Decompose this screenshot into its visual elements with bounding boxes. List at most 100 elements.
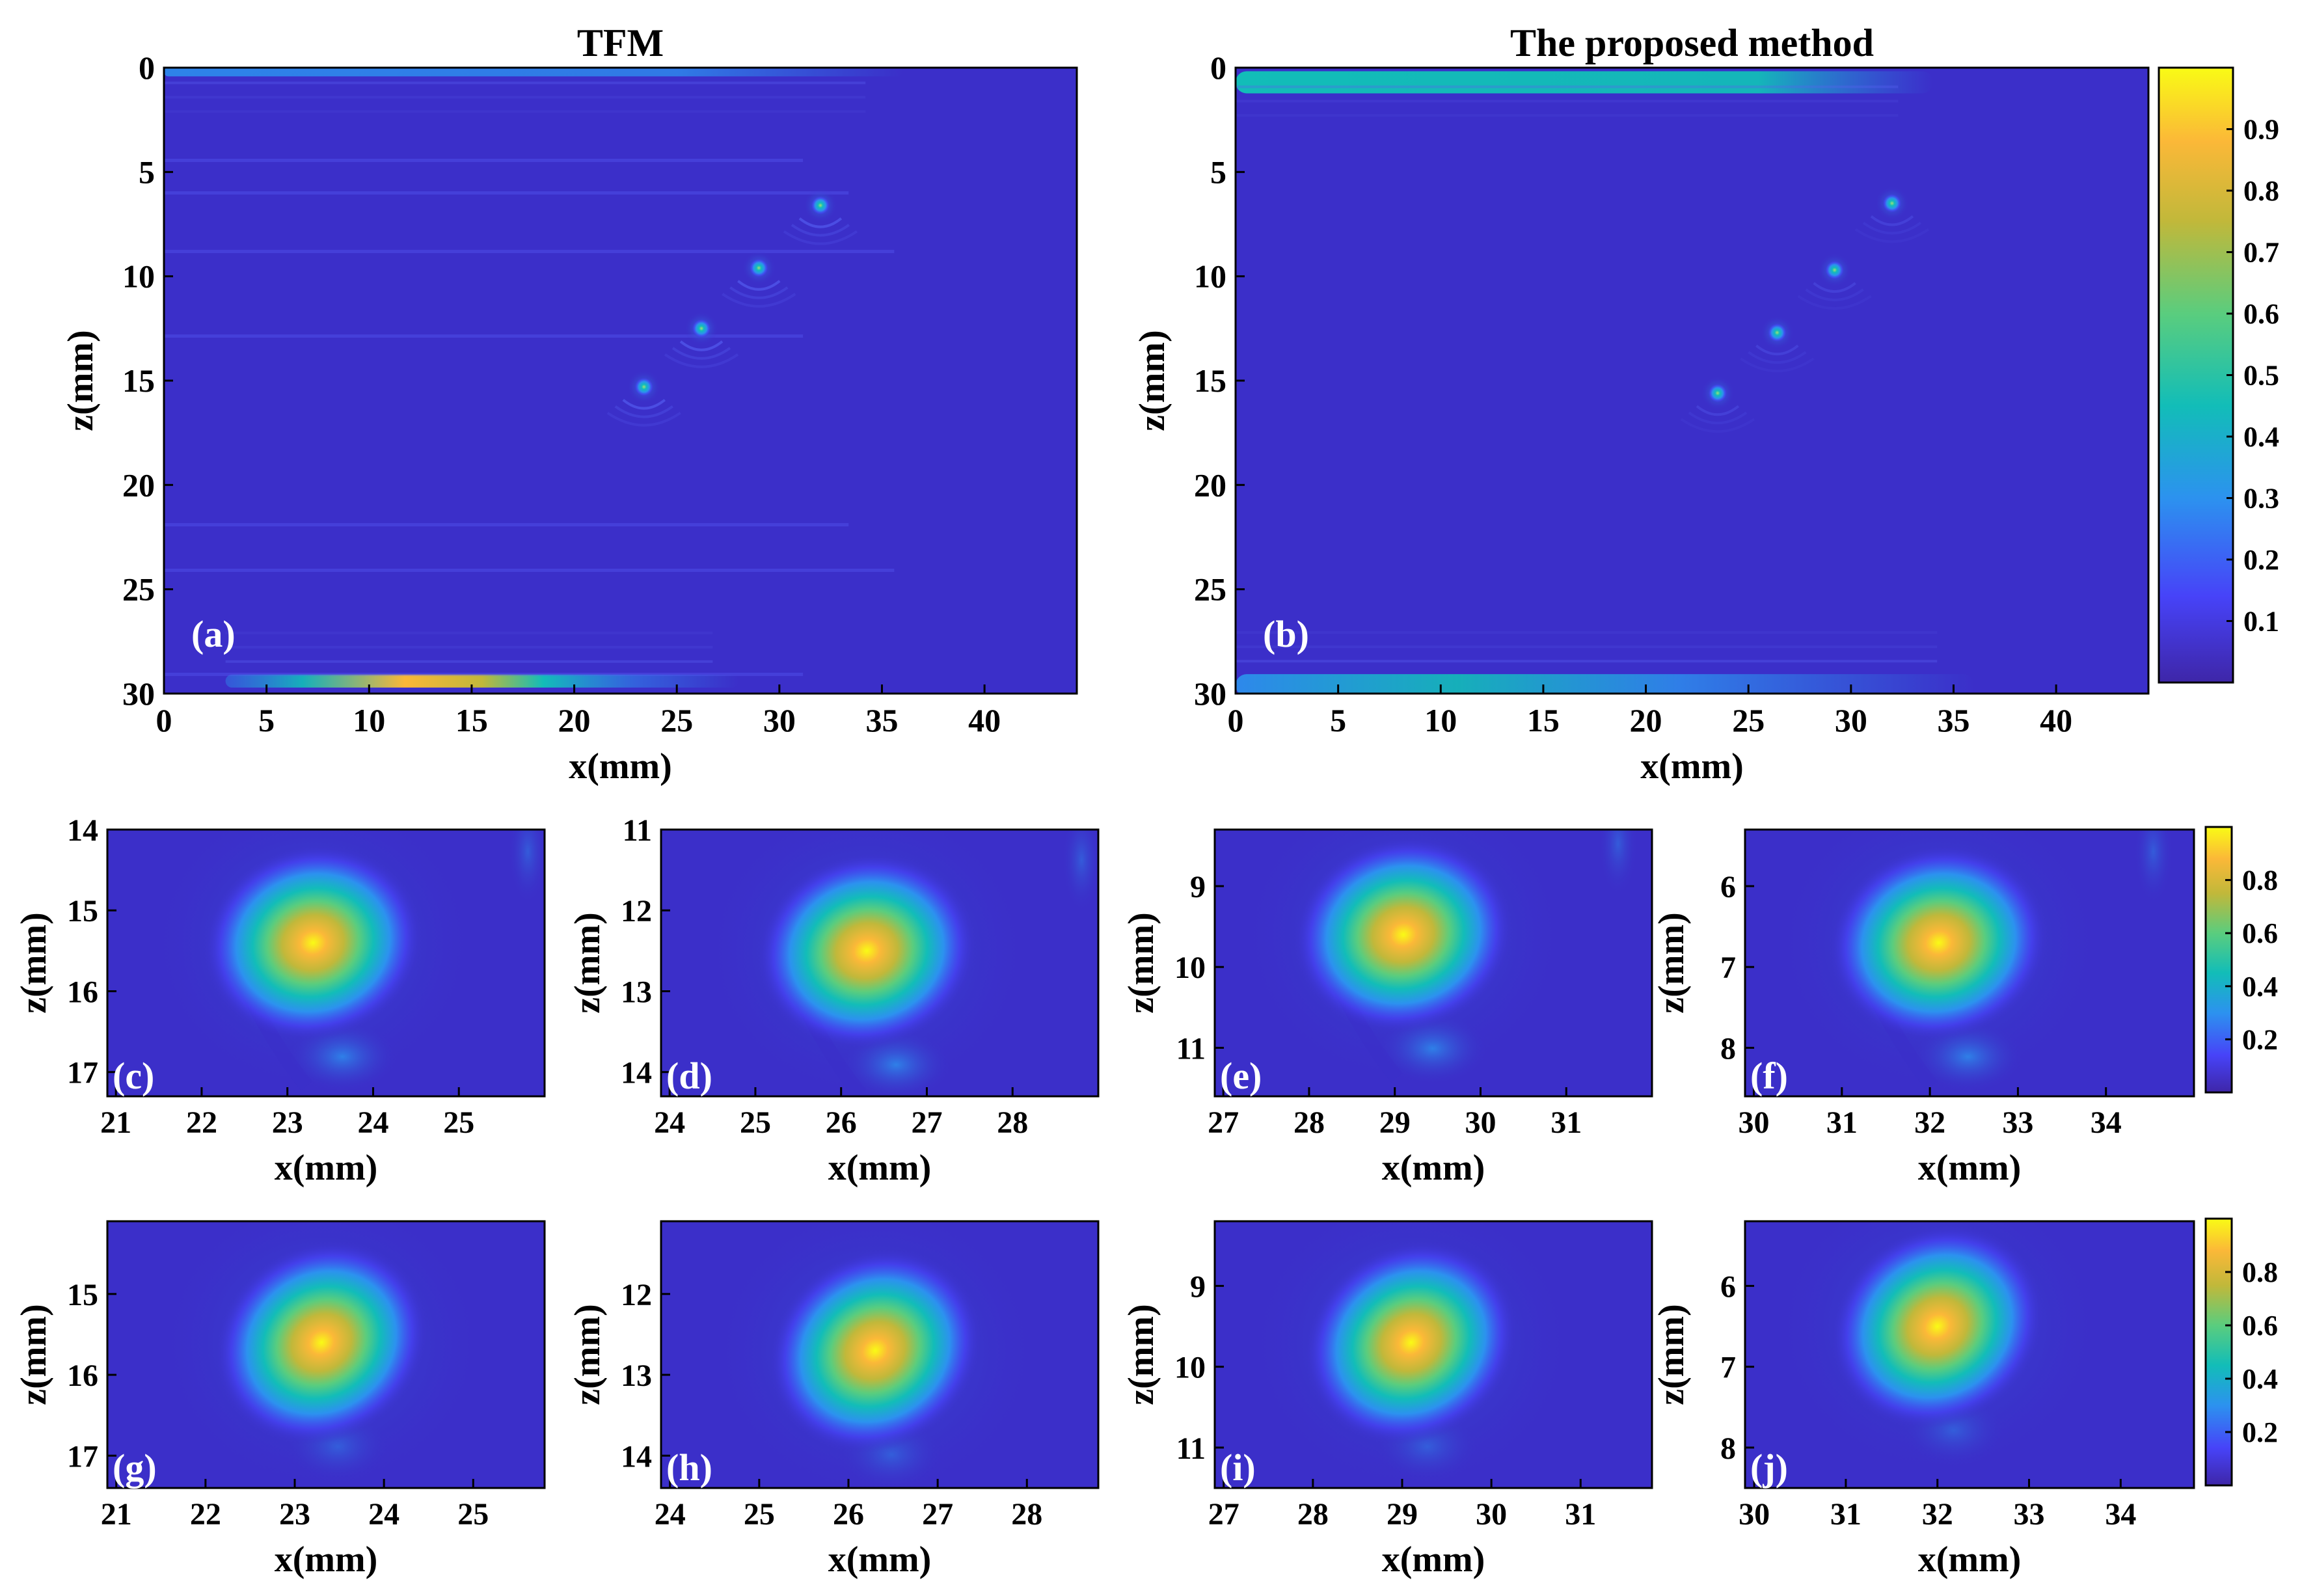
scatter-arc — [722, 293, 796, 308]
y-tick-label: 8 — [1720, 1031, 1736, 1066]
defect-point — [749, 258, 769, 278]
scatter-arc — [1680, 418, 1755, 433]
defect-point — [692, 318, 712, 338]
scatter-arc — [1748, 351, 1807, 364]
panel-a: 0 5 10 15 20 25 30 35 40 0 5 10 15 20 25 30 x(mm) z(mm) TF… — [61, 21, 1078, 787]
peak-spot — [1828, 844, 2049, 1042]
panel-h: 24 25 26 27 28 12 13 14 x(mm) z(mm) (h) — [567, 1220, 1100, 1580]
colorbar-f: 0.2 0.4 0.6 0.8 — [2204, 826, 2278, 1094]
colorbar-tick-label: 0.9 — [2243, 114, 2279, 146]
band-stripe — [164, 81, 866, 85]
y-tick-label: 10 — [122, 258, 155, 295]
panel-g: 21 22 23 24 25 15 16 17 x(mm) z(mm) (g) — [14, 1220, 546, 1580]
y-tick-label: 15 — [67, 894, 98, 928]
peak-spot — [1305, 1240, 1518, 1445]
peak-spot — [768, 1248, 982, 1453]
y-axis-label: z(mm) — [14, 912, 54, 1013]
defect-point — [634, 377, 654, 397]
x-tick-label: 25 — [443, 1105, 474, 1140]
scatter-arc — [679, 340, 724, 351]
panel-j: 30 31 32 33 34 6 7 8 x(mm) z(mm) (j) 0.2 0.4 0.6 0.8 — [1651, 1217, 2278, 1580]
x-tick-label: 21 — [100, 1105, 131, 1140]
y-tick-label: 13 — [621, 1359, 652, 1393]
axes-frame — [1744, 828, 2195, 1098]
x-tick-label: 21 — [101, 1497, 132, 1532]
y-tick-label: 5 — [1210, 154, 1226, 190]
panel-label: (e) — [1220, 1055, 1262, 1097]
x-tick-label: 28 — [1011, 1497, 1042, 1532]
x-tick-label: 20 — [558, 702, 591, 738]
band-stripe — [225, 660, 713, 663]
y-tick-label: 10 — [1174, 951, 1206, 985]
y-axis-label: z(mm) — [1121, 912, 1161, 1013]
texture-stripe — [164, 523, 849, 526]
y-tick-label: 9 — [1190, 1269, 1206, 1304]
colorbar-tick-label: 0.4 — [2242, 971, 2278, 1003]
panel-label: (h) — [666, 1446, 712, 1489]
heatmap-i — [1215, 1221, 1652, 1488]
x-tick-label: 0 — [156, 702, 172, 738]
scatter-arc — [729, 286, 789, 299]
defect-point — [1767, 323, 1787, 343]
heatmap-e — [1215, 830, 1652, 1096]
defect-point — [810, 195, 830, 215]
colorbar-tick-label: 0.2 — [2243, 544, 2279, 576]
x-tick-label: 30 — [1476, 1497, 1507, 1532]
y-tick-label: 14 — [621, 1056, 652, 1090]
scatter-arc — [1755, 344, 1799, 356]
band-stripe — [225, 645, 713, 649]
x-tick-label: 29 — [1387, 1497, 1418, 1532]
y-tick-label: 30 — [1194, 675, 1226, 712]
colorbar-tick-label: 0.4 — [2243, 421, 2279, 453]
colorbar-j: 0.2 0.4 0.6 0.8 — [2204, 1217, 2278, 1487]
band-stripe — [225, 631, 713, 634]
heatmap-background — [1236, 68, 2148, 694]
y-axis-label: z(mm) — [1651, 912, 1692, 1013]
peak-spot — [1293, 836, 1513, 1033]
x-tick-label: 24 — [368, 1497, 399, 1532]
axes-frame — [106, 1220, 546, 1489]
y-tick-label: 20 — [1194, 467, 1226, 503]
y-tick-label: 25 — [1194, 571, 1226, 608]
panel-label: (a) — [191, 613, 236, 655]
x-tick-label: 25 — [1732, 702, 1765, 738]
panel-e: 27 28 29 30 31 9 10 11 x(mm) z(mm) (e) — [1121, 828, 1653, 1188]
x-axis-label: x(mm) — [1382, 1148, 1485, 1188]
artifact-lobe — [2133, 830, 2173, 904]
x-axis-label: x(mm) — [1640, 746, 1744, 787]
x-tick-label: 27 — [911, 1105, 942, 1140]
y-tick-label: 16 — [67, 1359, 98, 1393]
y-tick-label: 17 — [67, 1056, 98, 1090]
panel-d: 24 25 26 27 28 11 12 13 14 x(mm) z(mm) (d) — [567, 813, 1100, 1188]
x-tick-label: 27 — [1208, 1497, 1239, 1532]
scatter-arc — [1696, 405, 1740, 416]
x-tick-label: 31 — [1550, 1105, 1582, 1140]
x-tick-label: 35 — [1937, 702, 1970, 738]
x-tick-label: 15 — [455, 702, 488, 738]
panel-b: 0 5 10 15 20 25 30 35 40 0 5 10 15 20 25 30 x(mm) z(mm) Th… — [1132, 21, 2279, 787]
y-axis-label: z(mm) — [14, 1304, 54, 1405]
x-tick-label: 33 — [2002, 1105, 2033, 1140]
colorbar-tick-label: 0.7 — [2243, 237, 2279, 269]
colorbar-gradient — [2158, 66, 2234, 684]
axes-frame — [1213, 1220, 1653, 1489]
panel-label: (j) — [1750, 1446, 1788, 1489]
heatmap-background — [164, 68, 1077, 694]
x-tick-label: 28 — [1297, 1497, 1329, 1532]
defect-point — [1882, 193, 1902, 213]
x-tick-label: 30 — [1739, 1105, 1770, 1140]
heatmap-h — [661, 1221, 1098, 1488]
x-tick-label: 29 — [1379, 1105, 1411, 1140]
y-tick-label: 15 — [1194, 362, 1226, 399]
x-tick-label: 15 — [1527, 702, 1560, 738]
x-tick-label: 23 — [272, 1105, 303, 1140]
peak-spot — [757, 852, 977, 1049]
y-tick-label: 10 — [1174, 1351, 1206, 1385]
panel-c: 21 22 23 24 25 14 15 16 17 x(mm) z(mm) (c) — [14, 813, 546, 1188]
reflection-band — [1236, 71, 1933, 94]
x-tick-label: 31 — [1826, 1105, 1858, 1140]
panel-label: (d) — [666, 1055, 712, 1097]
x-tick-label: 26 — [826, 1105, 857, 1140]
y-tick-label: 17 — [67, 1439, 98, 1474]
band-stripe — [1236, 85, 1899, 88]
